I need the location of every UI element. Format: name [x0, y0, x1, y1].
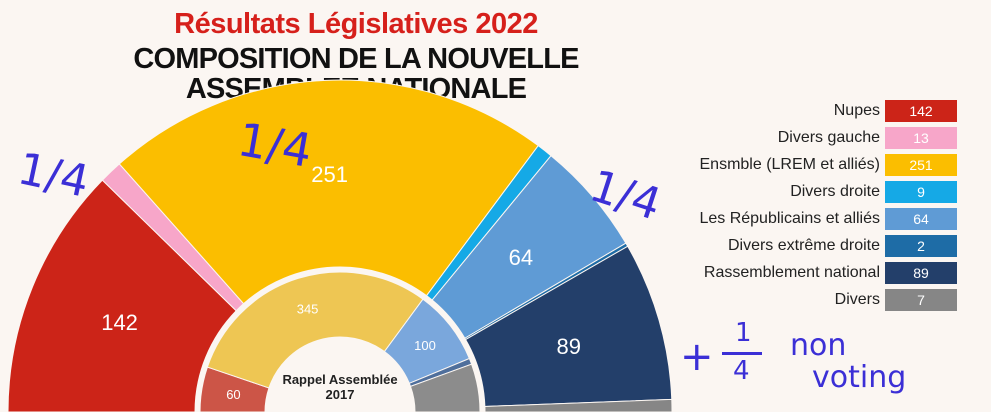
chart-title-line1: Résultats Législatives 2022 [174, 8, 538, 40]
legend-item: Divers 7 [640, 289, 970, 311]
annotation-non: non [790, 328, 847, 363]
legend-value-swatch: 142 [885, 100, 957, 122]
legend-label: Les Républicains et alliés [699, 210, 880, 227]
legend-item: Ensmble (LREM et alliés) 251 [640, 154, 970, 176]
outer-slice-label-4: 64 [509, 245, 533, 270]
outer-slice-0 [7, 179, 237, 412]
inner-slice-label-2: 100 [414, 338, 436, 353]
legend-label: Rassemblement national [703, 264, 880, 281]
slice-value-labels: 142 251 64 89 60 345 100 [101, 162, 581, 402]
legend-value-swatch: 9 [885, 181, 957, 203]
inner-ring-label-line2: 2017 [326, 387, 355, 402]
annotation-fraction-denominator: 4 [733, 356, 750, 386]
inner-slice-label-0: 60 [226, 387, 240, 402]
legend-value-swatch: 7 [885, 289, 957, 311]
legend-item: Divers extrême droite 2 [640, 235, 970, 257]
hemicycle-chart: 142 251 64 89 60 345 100 Rappel Assemblée 2017 [7, 79, 673, 412]
chart-title-line2: COMPOSITION DE LA NOUVELLE [133, 43, 579, 75]
legend-item: Divers droite 9 [640, 181, 970, 203]
annotation-voting: voting [812, 360, 907, 395]
legend-value-swatch: 89 [885, 262, 957, 284]
inner-slice-label-1: 345 [297, 302, 319, 317]
legend-item: Divers gauche 13 [640, 127, 970, 149]
annotation-plus: + [680, 334, 714, 380]
annotation-fraction-bar [722, 352, 762, 355]
outer-slice-2 [118, 79, 539, 305]
legend-label: Divers gauche [777, 129, 880, 146]
outer-ring-2022 [7, 79, 673, 412]
legend-item: Rassemblement national 89 [640, 262, 970, 284]
legend-label: Divers droite [790, 183, 880, 200]
legend-value-swatch: 2 [885, 235, 957, 257]
legend-item: Nupes 142 [640, 100, 970, 122]
inner-slice-1 [206, 271, 424, 389]
legend-value-swatch: 13 [885, 127, 957, 149]
legend-value-swatch: 251 [885, 154, 957, 176]
annotation-fraction-numerator: 1 [735, 318, 752, 348]
inner-slice-4 [409, 363, 481, 412]
legend-label: Divers [834, 291, 880, 308]
legend-label: Nupes [833, 102, 880, 119]
inner-ring-label-line1: Rappel Assemblée [282, 372, 397, 387]
outer-slice-label-6: 89 [556, 334, 580, 359]
outer-slice-label-2: 251 [311, 162, 348, 187]
legend-label: Ensmble (LREM et alliés) [699, 156, 881, 173]
inner-ring-2017 [199, 271, 481, 412]
outer-slice-7 [484, 398, 673, 412]
outer-slice-label-0: 142 [101, 310, 138, 335]
legend-value-swatch: 64 [885, 208, 957, 230]
legend-label: Divers extrême droite [727, 237, 880, 254]
legend-item: Les Républicains et alliés 64 [640, 208, 970, 230]
